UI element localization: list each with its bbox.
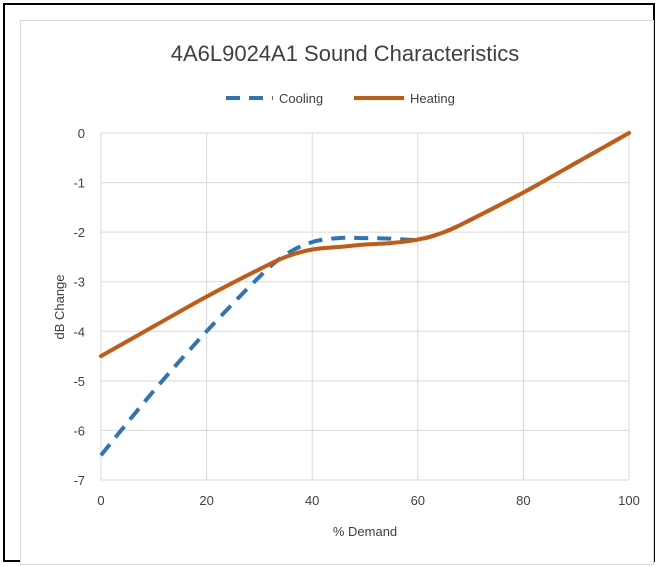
x-tick-label: 40 xyxy=(305,493,319,508)
legend-label-cooling: Cooling xyxy=(279,91,323,106)
y-tick-label: -1 xyxy=(73,176,85,191)
chart-frame xyxy=(3,3,655,565)
series-lines xyxy=(99,131,631,457)
chart-title: 4A6L9024A1 Sound Characteristics xyxy=(171,41,520,66)
x-tick-label: 0 xyxy=(97,493,104,508)
y-axis-ticks: 0 -1 -2 -3 -4 -5 -6 -7 xyxy=(73,126,85,488)
y-axis-label: dB Change xyxy=(52,274,67,339)
x-tick-label: 60 xyxy=(411,493,425,508)
legend: Cooling Heating xyxy=(226,91,455,106)
y-tick-label: -2 xyxy=(73,225,85,240)
chart-area xyxy=(20,20,654,565)
x-axis-label: % Demand xyxy=(333,524,397,539)
x-tick-label: 80 xyxy=(516,493,530,508)
gridlines xyxy=(100,132,630,481)
y-tick-label: -4 xyxy=(73,324,85,339)
y-tick-label: -5 xyxy=(73,374,85,389)
y-tick-label: -3 xyxy=(73,275,85,290)
series-line-heating xyxy=(99,131,631,359)
y-tick-label: -7 xyxy=(73,473,85,488)
x-tick-label: 100 xyxy=(618,493,640,508)
legend-label-heating: Heating xyxy=(410,91,455,106)
x-tick-label: 20 xyxy=(199,493,213,508)
series-line-cooling xyxy=(99,131,630,457)
y-tick-label: 0 xyxy=(78,126,85,141)
y-tick-label: -6 xyxy=(73,423,85,438)
x-axis-ticks: 0 20 40 60 80 100 xyxy=(97,493,639,508)
